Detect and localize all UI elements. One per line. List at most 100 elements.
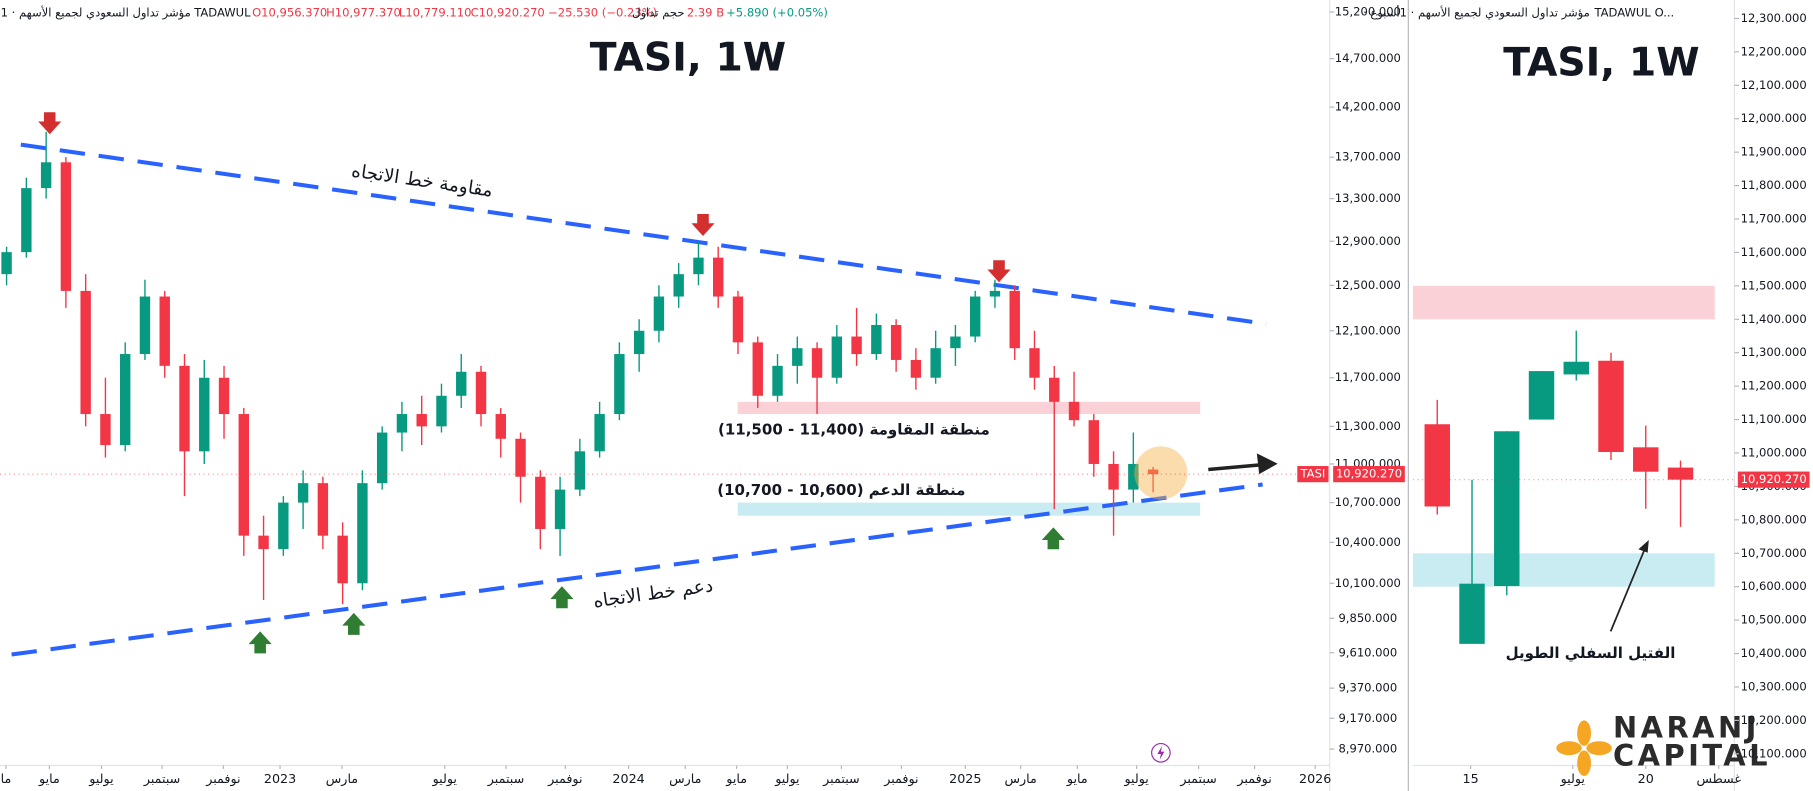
candle-body bbox=[1667, 467, 1694, 480]
volume-label: حجم تداول bbox=[632, 5, 684, 20]
resistance-trendline bbox=[20, 142, 1267, 326]
candle-body bbox=[1633, 447, 1659, 472]
price-zone bbox=[1412, 285, 1715, 320]
down-arrow bbox=[38, 112, 62, 135]
candle-body bbox=[199, 377, 210, 452]
x-tick-label: غسطس bbox=[1696, 771, 1741, 787]
candle-body bbox=[831, 336, 843, 378]
exchange: TADAWUL bbox=[1593, 5, 1651, 19]
arrow-head bbox=[1256, 453, 1278, 475]
annotation-label: الفتيل السفلي الطويل bbox=[1506, 644, 1676, 663]
y-tick-label: 10,400.000 bbox=[1741, 646, 1807, 660]
candle-body bbox=[614, 354, 625, 415]
price-zone bbox=[737, 502, 1201, 516]
ohlc-open: O10,956.370 bbox=[252, 5, 327, 19]
candle-body bbox=[40, 162, 52, 189]
candle-body bbox=[258, 535, 269, 550]
annotation-arrow-head bbox=[1638, 540, 1649, 553]
y-tick-label: 11,300.000 bbox=[1741, 345, 1807, 359]
x-tick-label: مارس bbox=[326, 771, 358, 787]
candle-body bbox=[1068, 401, 1080, 421]
x-tick-label: سبتمبر bbox=[822, 771, 860, 787]
logo-text: CAPITAL bbox=[1613, 738, 1771, 772]
candle-body bbox=[475, 371, 487, 415]
candle-body bbox=[713, 257, 724, 297]
logo-icon bbox=[1556, 720, 1612, 776]
candle-body bbox=[317, 483, 329, 536]
support-trendline bbox=[11, 482, 1263, 657]
x-tick-label: مايو bbox=[1066, 771, 1088, 787]
y-tick-label: 11,500.000 bbox=[1741, 278, 1807, 292]
candle-body bbox=[21, 188, 32, 253]
y-tick-label: 12,500.000 bbox=[1335, 278, 1401, 292]
candle-body bbox=[119, 354, 131, 446]
y-tick-label: 11,100.000 bbox=[1741, 412, 1807, 426]
x-tick-label: ما bbox=[1, 771, 12, 786]
symbol-name: مؤشر تداول السعودي لجميع الأسهم · 1أسبوع… bbox=[1363, 4, 1590, 20]
candle-body bbox=[1049, 377, 1060, 402]
candle-body bbox=[179, 365, 190, 452]
candle-body bbox=[396, 414, 408, 433]
x-tick-label: سبتمبر bbox=[487, 771, 524, 787]
candle-body bbox=[515, 438, 526, 477]
candle-body bbox=[278, 502, 289, 550]
x-tick-label: 2025 bbox=[949, 771, 981, 786]
up-arrow bbox=[248, 631, 272, 654]
candle-body bbox=[811, 348, 823, 378]
x-tick-label: نوفمبر bbox=[1236, 771, 1271, 787]
candle-body bbox=[633, 330, 645, 355]
y-tick-label: 11,000.000 bbox=[1741, 445, 1807, 459]
x-tick-label: مارس bbox=[669, 771, 701, 787]
candle-body bbox=[139, 296, 151, 355]
ohlc-high: H10,977.370 bbox=[326, 5, 401, 19]
y-tick-label: 14,200.000 bbox=[1335, 100, 1401, 114]
zones bbox=[737, 285, 1715, 587]
chart-title: TASI, 1W bbox=[1503, 40, 1699, 85]
x-tick-label: يوليو bbox=[88, 771, 114, 787]
candle-body bbox=[80, 290, 91, 415]
price-zone bbox=[737, 401, 1201, 415]
y-tick-label: 12,200.000 bbox=[1741, 44, 1807, 58]
x-tick-label: نوفمبر bbox=[547, 771, 582, 787]
logo: NARANJ CAPITAL bbox=[1556, 711, 1771, 776]
candle-body bbox=[495, 414, 506, 439]
x-tick-label: مارس bbox=[1004, 771, 1036, 787]
y-tick-label: 10,200.000 bbox=[1741, 713, 1807, 727]
down-arrow bbox=[691, 213, 715, 236]
up-arrow bbox=[1041, 527, 1065, 550]
candle-body bbox=[1424, 424, 1450, 507]
candle-body bbox=[1598, 360, 1624, 452]
y-tick-label: 10,600.000 bbox=[1741, 579, 1807, 593]
x-tick-label: سبتمبر bbox=[143, 771, 181, 787]
y-tick-label: 12,100.000 bbox=[1741, 78, 1807, 92]
candle-body bbox=[792, 348, 803, 366]
y-tick-label: 11,900.000 bbox=[1741, 145, 1807, 159]
candle-body bbox=[436, 395, 447, 427]
candle-body bbox=[1563, 361, 1589, 375]
highlight-circle bbox=[1134, 446, 1188, 500]
x-tick-label: نوفمبر bbox=[205, 771, 240, 787]
y-tick-label: 11,200.000 bbox=[1741, 379, 1807, 393]
y-tick-label: 10,400.000 bbox=[1335, 535, 1401, 549]
y-tick-label: 11,300.000 bbox=[1335, 419, 1401, 433]
candle-body bbox=[1494, 431, 1520, 587]
event-icon[interactable] bbox=[1151, 742, 1171, 763]
candle-body bbox=[969, 296, 981, 337]
x-tick-label: 15 bbox=[1463, 771, 1479, 786]
y-tick-label: 10,700.000 bbox=[1335, 495, 1401, 509]
ohlc-truncated: O... bbox=[1655, 5, 1675, 19]
up-arrow bbox=[342, 612, 366, 635]
candle-body bbox=[653, 296, 665, 331]
candle-body bbox=[1108, 463, 1119, 490]
candle-body bbox=[554, 489, 566, 529]
candle-body bbox=[337, 535, 348, 584]
y-tick-label: 11,700.000 bbox=[1741, 212, 1807, 226]
zone-label: منطقة الدعم (10,600 - 10,700) bbox=[717, 481, 965, 499]
candle-body bbox=[772, 365, 783, 396]
symbol-name: مؤشر تداول السعودي لجميع الأسهم · 1أسبوع… bbox=[0, 4, 191, 20]
y-tick-label: 15,200.000 bbox=[1335, 4, 1401, 18]
y-tick-label: 9,170.000 bbox=[1338, 711, 1397, 725]
last-price-tag bbox=[1333, 466, 1405, 483]
